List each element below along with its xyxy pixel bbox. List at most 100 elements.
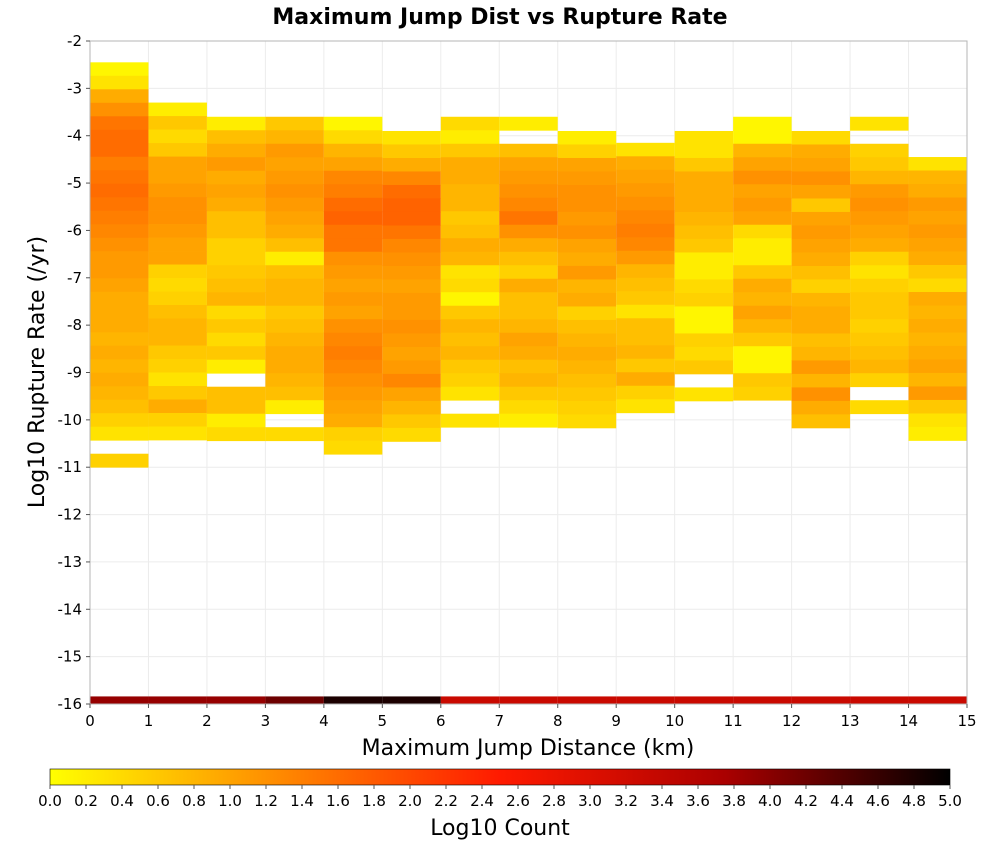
color-tick-label: 3.0	[578, 792, 602, 810]
heatmap-cell	[382, 130, 441, 145]
heatmap-cell	[733, 211, 792, 226]
x-tick-label: 13	[841, 712, 860, 730]
heatmap-cell	[323, 170, 383, 185]
y-tick-label: -5	[67, 174, 82, 192]
heatmap-cell	[908, 305, 967, 320]
heatmap-cell	[791, 306, 851, 321]
heatmap-cell	[90, 413, 149, 428]
heatmap-cell	[616, 331, 675, 346]
heatmap-cell	[616, 291, 675, 306]
heatmap-cell	[616, 196, 675, 211]
heatmap-cell	[206, 130, 266, 145]
heatmap-cell	[616, 372, 675, 387]
heatmap-cell	[323, 278, 383, 293]
heatmap-cell	[908, 184, 967, 198]
heatmap-cell	[850, 251, 909, 266]
heatmap-cell	[265, 386, 324, 401]
heatmap-cell	[908, 413, 967, 428]
heatmap-cell	[616, 345, 675, 360]
heatmap-cell	[557, 292, 617, 307]
heatmap-cell	[440, 413, 500, 428]
heatmap-cell	[440, 359, 500, 374]
heatmap-cell	[791, 265, 851, 280]
heatmap-cell	[265, 170, 324, 185]
heatmap-cell	[674, 198, 734, 213]
y-tick-label: -4	[67, 127, 82, 145]
heatmap-cell	[148, 224, 207, 238]
heatmap-cell	[557, 225, 617, 240]
heatmap-cell	[557, 211, 617, 226]
x-tick-label: 2	[202, 712, 212, 730]
heatmap-cell	[382, 292, 441, 307]
heatmap-cell	[908, 291, 967, 306]
heatmap-cell	[733, 332, 792, 347]
color-tick-label: 3.4	[650, 792, 674, 810]
heatmap-cell	[499, 143, 558, 158]
heatmap-cell	[791, 144, 851, 159]
heatmap-cell	[382, 198, 441, 213]
heatmap-cell	[206, 211, 266, 226]
heatmap-cell	[908, 211, 967, 225]
heatmap-cell	[323, 319, 383, 334]
heatmap-cell	[499, 696, 558, 704]
chart-title: Maximum Jump Dist vs Rupture Rate	[272, 5, 727, 30]
color-tick-label: 2.4	[470, 792, 494, 810]
heatmap-cell	[265, 184, 324, 199]
heatmap-cell	[499, 305, 558, 320]
heatmap-cell	[206, 157, 266, 172]
heatmap-cell	[499, 292, 558, 307]
y-tick-label: -13	[58, 553, 83, 571]
heatmap-cell	[265, 359, 324, 374]
heatmap-cell	[90, 359, 149, 374]
heatmap-cell	[908, 386, 967, 401]
heatmap-cell	[206, 400, 266, 415]
heatmap-cell	[616, 385, 675, 400]
heatmap-cell	[90, 318, 149, 333]
heatmap-cell	[90, 386, 149, 401]
y-tick-label: -16	[58, 695, 83, 713]
heatmap-cell	[499, 197, 558, 212]
heatmap-cell	[557, 346, 617, 361]
heatmap-cell	[440, 251, 500, 266]
heatmap-cell	[674, 171, 734, 186]
heatmap-cell	[440, 265, 500, 280]
heatmap-cell	[440, 386, 500, 401]
heatmap-cell	[674, 346, 734, 361]
heatmap-cell	[206, 292, 266, 307]
heatmap-cell	[90, 197, 149, 212]
heatmap-cell	[90, 332, 149, 347]
heatmap-cell	[323, 265, 383, 280]
heatmap-cell	[206, 346, 266, 361]
heatmap-cell	[206, 427, 266, 442]
heatmap-cell	[90, 291, 149, 306]
heatmap-cell	[616, 142, 675, 157]
heatmap-cell	[148, 332, 207, 346]
heatmap-cell	[850, 696, 909, 704]
heatmap-cell	[265, 373, 324, 388]
heatmap-cell	[850, 359, 909, 374]
heatmap-cell	[733, 224, 792, 239]
y-tick-label: -15	[58, 648, 83, 666]
heatmap-cell	[440, 116, 500, 131]
heatmap-cell	[382, 387, 441, 402]
heatmap-cell	[733, 238, 792, 253]
y-tick-label: -8	[67, 316, 82, 334]
heatmap-cell	[674, 225, 734, 240]
heatmap-cell	[908, 345, 967, 360]
heatmap-cell	[791, 238, 851, 253]
color-tick-label: 2.6	[506, 792, 530, 810]
heatmap-cell	[791, 360, 851, 375]
heatmap-cell	[382, 238, 441, 253]
heatmap-cell	[733, 305, 792, 320]
heatmap-cell	[791, 346, 851, 361]
heatmap-cell	[557, 265, 617, 280]
heatmap-cell	[908, 224, 967, 239]
heatmap-cell	[499, 170, 558, 185]
heatmap-cell	[148, 264, 207, 279]
heatmap-cell	[616, 183, 675, 198]
heatmap-cell	[323, 143, 383, 158]
heatmap-cell	[148, 156, 207, 171]
heatmap-cell	[616, 223, 675, 238]
heatmap-cell	[557, 130, 617, 145]
heatmap-cell	[382, 171, 441, 186]
